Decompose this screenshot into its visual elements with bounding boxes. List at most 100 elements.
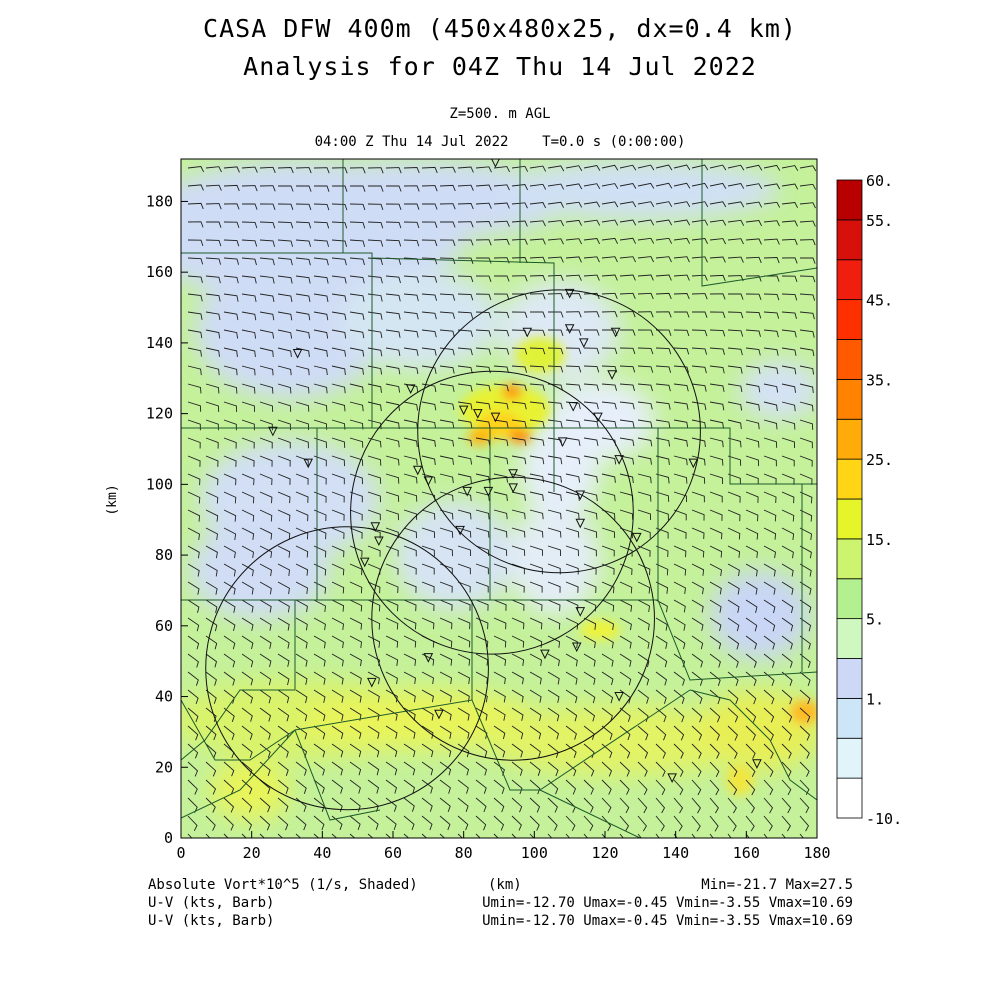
wind-barb <box>205 401 220 412</box>
wind-barb <box>583 581 597 594</box>
wind-barb <box>349 347 365 357</box>
wind-barb <box>781 833 786 838</box>
wind-barb <box>763 635 776 650</box>
wind-barb <box>529 581 543 593</box>
wind-barb <box>691 293 708 300</box>
wind-barb <box>637 581 651 594</box>
wind-barb <box>673 743 684 759</box>
wind-barb <box>583 219 601 226</box>
wind-barb <box>241 221 258 229</box>
wind-barb <box>296 185 312 192</box>
colorbar-label: 15. <box>866 531 893 549</box>
wind-barb <box>709 238 727 245</box>
wind-barb <box>781 509 795 522</box>
wind-barb <box>529 815 540 831</box>
wind-barb <box>619 599 633 612</box>
wind-barb <box>547 833 553 838</box>
wind-barb <box>223 365 238 376</box>
wind-barb <box>619 581 633 594</box>
wind-barb <box>799 183 817 190</box>
wind-barb <box>349 473 363 485</box>
wind-barb <box>223 473 237 486</box>
wind-barb <box>655 455 670 465</box>
wind-barb <box>619 509 634 520</box>
wind-barb <box>439 329 455 338</box>
wind-barb <box>691 545 705 558</box>
wind-barb <box>547 599 561 612</box>
wind-barb <box>637 761 648 777</box>
station-marker <box>614 692 624 702</box>
wind-barb <box>799 671 811 687</box>
wind-barb <box>313 671 326 685</box>
wind-barb <box>781 165 799 172</box>
wind-barb <box>529 293 546 300</box>
wind-barb <box>547 617 561 630</box>
wind-barb <box>691 689 703 705</box>
wind-barb <box>493 347 510 355</box>
wind-barb <box>799 563 812 577</box>
wind-barb <box>331 275 347 284</box>
wind-barb <box>619 201 637 208</box>
wind-barb <box>799 419 814 430</box>
wind-barb <box>511 491 526 501</box>
wind-barb <box>457 761 470 776</box>
wind-barb <box>637 491 652 502</box>
wind-barb <box>295 365 310 376</box>
wind-barb <box>691 437 706 447</box>
wind-barb <box>529 779 541 795</box>
wind-barb <box>457 725 470 739</box>
radar-range-ring <box>350 370 634 655</box>
wind-barb <box>475 509 490 520</box>
wind-barb <box>745 183 763 190</box>
wind-barb <box>745 725 756 741</box>
wind-barb <box>565 201 583 208</box>
wind-barb <box>727 707 739 723</box>
wind-barb <box>313 581 327 594</box>
wind-barb <box>655 527 669 539</box>
wind-barb <box>781 671 793 687</box>
wind-barb <box>367 635 381 648</box>
wind-barb <box>673 815 683 832</box>
wind-barb <box>277 689 290 704</box>
wind-barb <box>385 383 401 393</box>
wind-barb <box>727 347 743 356</box>
wind-barb <box>727 581 740 595</box>
wind-barb <box>763 779 774 796</box>
wind-barb <box>259 437 273 449</box>
wind-barb <box>601 635 614 649</box>
wind-barb <box>313 491 327 503</box>
wind-barb <box>673 256 690 263</box>
wind-barb <box>745 347 761 356</box>
wind-barb <box>295 473 309 485</box>
wind-barb <box>295 671 308 685</box>
wind-barb <box>439 833 446 838</box>
wind-barb <box>691 707 703 723</box>
wind-barb <box>529 725 542 740</box>
wind-barb <box>493 491 508 501</box>
wind-barb <box>349 365 364 375</box>
station-marker <box>423 476 434 486</box>
wind-barb <box>547 329 564 336</box>
wind-barb <box>313 401 328 412</box>
wind-barb <box>439 779 451 794</box>
wind-barb <box>421 797 433 812</box>
wind-barb <box>673 201 691 208</box>
wind-barb <box>475 419 491 428</box>
wind-barb <box>655 743 666 759</box>
wind-barb <box>475 311 492 319</box>
wind-barb <box>655 509 669 521</box>
wind-barb <box>403 563 417 575</box>
wind-barb <box>241 725 253 740</box>
wind-barb <box>781 599 794 614</box>
wind-barb <box>331 365 346 375</box>
wind-barb <box>673 274 690 281</box>
y-axis-label: (km) <box>105 484 120 515</box>
wind-barb <box>404 203 420 210</box>
wind-barb <box>187 815 198 832</box>
wind-barb <box>205 563 218 577</box>
wind-barb <box>439 401 455 411</box>
wind-barb <box>547 707 560 722</box>
colorbar-swatch <box>836 777 863 819</box>
wind-barb <box>727 671 739 687</box>
wind-barb <box>439 635 453 648</box>
